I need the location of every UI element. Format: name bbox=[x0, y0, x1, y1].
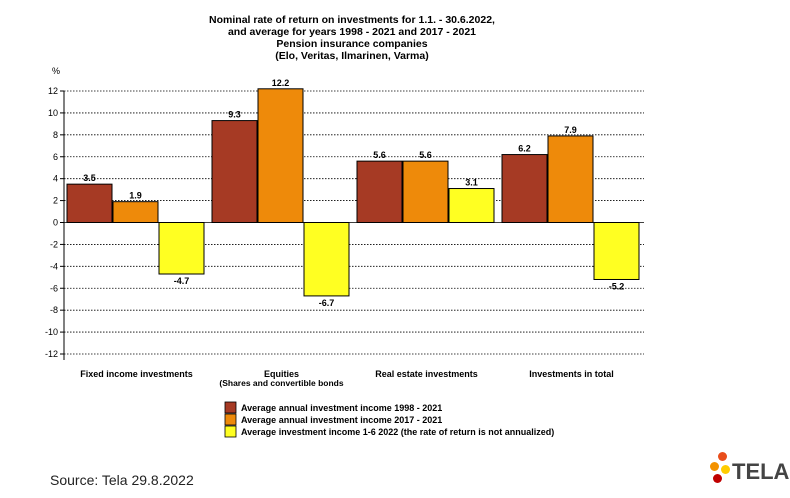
logo-dot-1 bbox=[718, 452, 727, 461]
bar bbox=[303, 222, 350, 297]
data-label: 6.2 bbox=[518, 144, 531, 154]
y-tick-label: 10 bbox=[48, 108, 58, 118]
legend-entry: Average investment income 1-6 2022 (the … bbox=[241, 427, 554, 437]
bar bbox=[356, 160, 403, 223]
bar bbox=[66, 183, 113, 223]
data-label: -5.2 bbox=[609, 281, 625, 291]
category-sublabel: (Shares and convertible bonds bbox=[219, 378, 343, 388]
chart-title-line: Nominal rate of return on investments fo… bbox=[209, 14, 495, 26]
y-tick-label: -2 bbox=[50, 239, 58, 249]
data-label: 5.6 bbox=[419, 150, 432, 160]
chart-title-line: (Elo, Veritas, Ilmarinen, Varma) bbox=[275, 50, 428, 62]
legend-entry: Average annual investment income 1998 - … bbox=[241, 403, 442, 413]
logo-text: TELA bbox=[732, 459, 790, 484]
category-label: Investments in total bbox=[529, 369, 614, 379]
category-label: Real estate investments bbox=[375, 369, 478, 379]
legend-swatch bbox=[224, 425, 237, 438]
y-tick-label: 12 bbox=[48, 86, 58, 96]
bar bbox=[112, 201, 159, 224]
bar bbox=[158, 222, 205, 275]
y-tick-label: -12 bbox=[45, 349, 58, 359]
data-label: 5.6 bbox=[373, 150, 386, 160]
category-label: Fixed income investments bbox=[80, 369, 193, 379]
bar bbox=[211, 120, 258, 223]
data-label: 1.9 bbox=[129, 191, 142, 201]
y-tick-label: 8 bbox=[53, 130, 58, 140]
data-label: 9.3 bbox=[228, 110, 241, 120]
y-tick-label: 4 bbox=[53, 174, 58, 184]
data-label: -4.7 bbox=[174, 276, 190, 286]
bar bbox=[257, 88, 304, 223]
data-label: 3.1 bbox=[465, 178, 478, 188]
bar bbox=[593, 222, 640, 280]
legend-swatch bbox=[224, 413, 237, 426]
chart-title-line: Pension insurance companies bbox=[276, 38, 427, 50]
data-label: 7.9 bbox=[564, 125, 577, 135]
logo-dot-3 bbox=[721, 465, 730, 474]
bar bbox=[547, 135, 594, 223]
legend-entry: Average annual investment income 2017 - … bbox=[241, 415, 442, 425]
logo-dot-2 bbox=[710, 462, 719, 471]
y-axis-label: % bbox=[52, 66, 60, 76]
y-tick-label: 2 bbox=[53, 196, 58, 206]
bar bbox=[402, 160, 449, 223]
y-tick-label: -4 bbox=[50, 261, 58, 271]
bar bbox=[448, 188, 495, 223]
data-label: 3.5 bbox=[83, 173, 96, 183]
source-note: Source: Tela 29.8.2022 bbox=[50, 472, 194, 488]
y-tick-label: 0 bbox=[53, 218, 58, 228]
y-tick-label: -10 bbox=[45, 327, 58, 337]
y-tick-label: 6 bbox=[53, 152, 58, 162]
tela-logo: TELA bbox=[706, 452, 790, 488]
category-label: Equities bbox=[264, 369, 299, 379]
logo-dot-4 bbox=[713, 474, 722, 483]
y-tick-label: -6 bbox=[50, 283, 58, 293]
chart-title-line: and average for years 1998 - 2021 and 20… bbox=[228, 26, 476, 38]
bar bbox=[501, 154, 548, 223]
data-label: -6.7 bbox=[319, 298, 335, 308]
data-label: 12.2 bbox=[272, 78, 290, 88]
y-tick-label: -8 bbox=[50, 305, 58, 315]
legend-swatch bbox=[224, 401, 237, 414]
